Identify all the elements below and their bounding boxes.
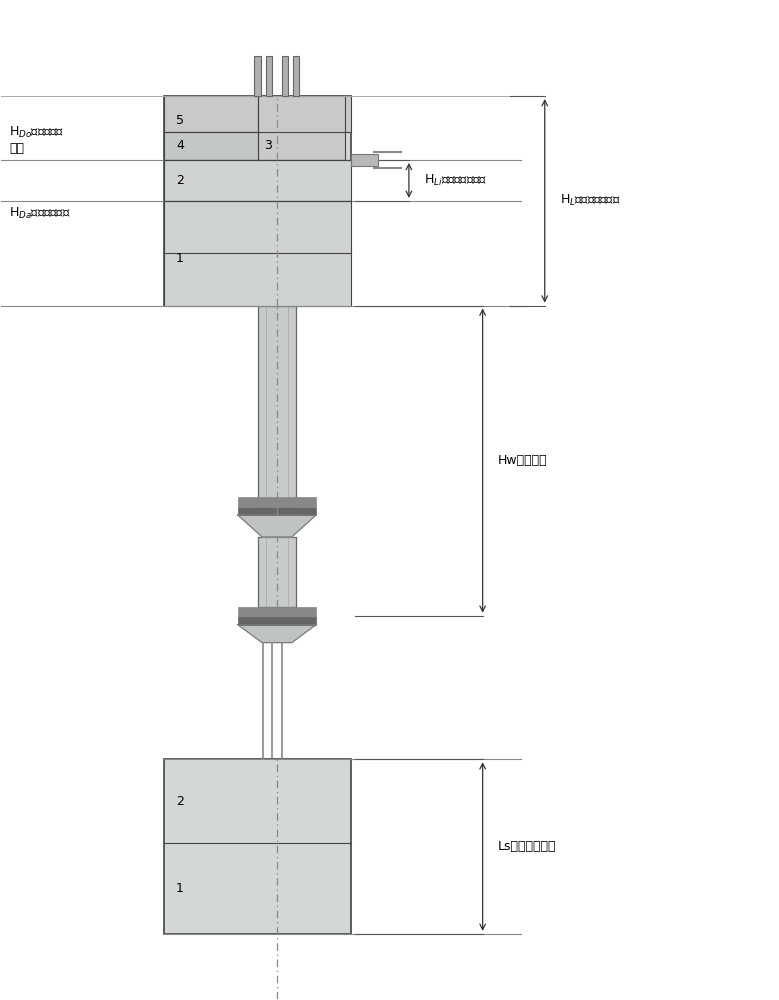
Bar xyxy=(164,201,351,306)
Bar xyxy=(164,132,261,160)
Bar xyxy=(164,96,351,306)
Bar xyxy=(238,607,316,617)
Bar xyxy=(164,160,351,201)
Text: 2: 2 xyxy=(176,795,184,808)
Text: Ls（倒空信号）: Ls（倒空信号） xyxy=(499,840,557,853)
Bar xyxy=(258,96,345,160)
Bar xyxy=(266,56,273,96)
Text: 5: 5 xyxy=(176,114,184,127)
Text: 1: 1 xyxy=(176,252,184,265)
Text: H$_{Da}$（水相密度）: H$_{Da}$（水相密度） xyxy=(9,206,71,221)
Polygon shape xyxy=(238,625,316,643)
Text: H$_{Do}$（有机相密
度）: H$_{Do}$（有机相密 度） xyxy=(9,125,65,155)
Bar xyxy=(238,497,316,507)
Bar xyxy=(255,56,261,96)
Bar xyxy=(259,306,295,515)
Bar xyxy=(351,154,378,166)
Bar xyxy=(164,759,351,934)
Bar xyxy=(238,507,316,515)
Bar xyxy=(281,56,287,96)
Text: 3: 3 xyxy=(264,139,272,152)
Bar xyxy=(164,96,351,132)
Text: H$_L$（液位管间距）: H$_L$（液位管间距） xyxy=(560,193,621,208)
Text: 2: 2 xyxy=(176,174,184,187)
Bar xyxy=(293,56,299,96)
Bar xyxy=(238,617,316,625)
Text: H$_{Li}$（界面管间距）: H$_{Li}$（界面管间距） xyxy=(425,173,488,188)
Text: Hw（柱重）: Hw（柱重） xyxy=(499,454,548,467)
Text: 1: 1 xyxy=(176,882,184,895)
Text: 4: 4 xyxy=(176,139,184,152)
Bar xyxy=(259,537,295,607)
Polygon shape xyxy=(238,515,316,537)
